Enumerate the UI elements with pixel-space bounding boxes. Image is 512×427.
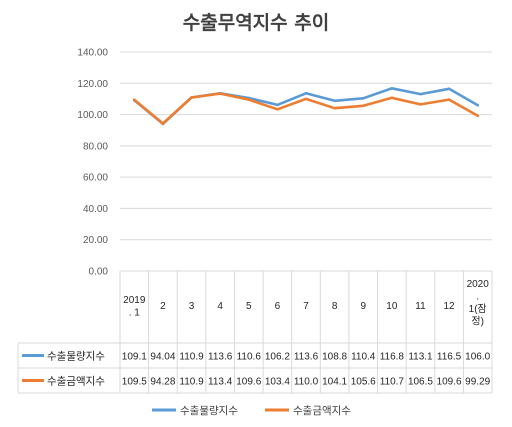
data-label: 106.5 [408, 377, 433, 388]
y-tick-label: 0.00 [89, 267, 109, 278]
x-tick-label: 10 [386, 301, 398, 312]
x-tick-label: 3 [189, 301, 195, 312]
x-tick-label: 8 [332, 301, 338, 312]
x-tick-label-line: . [476, 292, 479, 303]
x-tick-label-line: 6 [275, 301, 281, 312]
data-label: 106.2 [265, 352, 290, 363]
x-tick-label-line: 정) [471, 316, 484, 328]
data-label: 109.5 [122, 377, 147, 388]
y-tick-label: 40.00 [83, 204, 108, 215]
data-point [333, 99, 336, 103]
legend-entry-2: 수출금액지수 [293, 405, 351, 417]
data-point [419, 92, 422, 96]
y-tick-label: 20.00 [83, 235, 108, 246]
data-label: 108.8 [322, 352, 347, 363]
data-label: 99.29 [465, 377, 490, 388]
x-tick-label: 12 [444, 301, 456, 312]
data-label: 113.4 [208, 377, 233, 388]
x-tick-label-line: 5 [246, 301, 252, 312]
data-label: 113.6 [294, 352, 319, 363]
data-point [476, 103, 479, 107]
data-point [276, 103, 279, 107]
x-tick-label-line: 9 [360, 301, 366, 312]
data-label: 94.28 [150, 377, 175, 388]
data-point [447, 87, 451, 91]
x-tick-label-line: 11 [415, 301, 426, 312]
data-label: 109.6 [437, 377, 462, 388]
data-point [190, 96, 193, 99]
x-tick-label-line: 1(잠 [469, 303, 487, 315]
data-label: 94.04 [150, 352, 175, 363]
y-tick-label: 80.00 [83, 141, 108, 152]
data-point [333, 106, 336, 110]
data-label: 116.5 [437, 352, 462, 363]
data-label: 113.1 [408, 352, 433, 363]
data-point [276, 107, 279, 111]
x-tick-label-line: 2019 [123, 295, 146, 306]
x-tick-label-line: 12 [444, 301, 456, 312]
data-label: 110.0 [294, 377, 319, 388]
x-tick-label-line: 2020 [467, 279, 490, 290]
grid-layer: 0.00 20.00 40.00 60.00 80.00 100.00 120.00 140.… [77, 48, 492, 278]
data-point [133, 98, 136, 102]
data-point [304, 91, 308, 95]
x-tick-label: 4 [217, 301, 223, 312]
data-label: 106.0 [465, 352, 490, 363]
x-tick-label-line: 4 [217, 301, 223, 312]
y-tick-label: 140.00 [77, 48, 108, 59]
data-table: 2019 . 1 2 3 4 5 6 7 8 9 10 11 12 2020. 1(잠 정) 수출물량지수 109… [17, 271, 493, 394]
data-point [361, 104, 365, 108]
x-tick-label: 2 [160, 301, 166, 312]
x-tick-label: 2020. 1(잠 정) [467, 279, 490, 328]
series-layer [133, 86, 480, 126]
x-tick-label: 9 [360, 301, 366, 312]
data-label: 105.6 [351, 377, 376, 388]
table-series-name: 수출물량지수 [47, 351, 105, 363]
x-tick-label-line: . 1 [129, 308, 141, 319]
data-label: 110.9 [179, 377, 204, 388]
data-label: 104.1 [322, 377, 347, 388]
data-label: 110.4 [351, 352, 376, 363]
y-tick-label: 120.00 [77, 79, 108, 90]
x-tick-label: 5 [246, 301, 252, 312]
data-label: 109.1 [122, 352, 147, 363]
data-point [447, 98, 451, 101]
x-tick-label-line: 8 [332, 301, 338, 312]
legend: 수출물량지수 수출금액지수 [152, 405, 351, 417]
data-label: 109.6 [236, 377, 261, 388]
legend-entry-1: 수출물량지수 [180, 405, 238, 417]
x-tick-label: 6 [275, 301, 281, 312]
data-label: 113.6 [208, 352, 233, 363]
y-tick-label: 60.00 [83, 173, 108, 184]
data-label: 110.9 [179, 352, 204, 363]
data-point [218, 92, 222, 95]
x-tick-label-line: 10 [386, 301, 398, 312]
data-label: 103.4 [265, 377, 290, 388]
data-label: 110.7 [380, 377, 405, 388]
data-point [247, 98, 251, 101]
x-tick-label-line: 2 [160, 301, 166, 312]
y-tick-label: 100.00 [77, 110, 108, 121]
x-tick-label-line: 3 [189, 301, 195, 312]
chart-title: 수출무역지수 추이 [183, 12, 329, 34]
table-series-name: 수출금액지수 [47, 376, 105, 388]
data-label: 116.8 [380, 352, 405, 363]
x-tick-label: 7 [303, 301, 309, 312]
data-point [161, 122, 165, 125]
data-point [419, 103, 422, 106]
data-label: 110.6 [237, 352, 262, 363]
data-point [361, 97, 365, 100]
data-point [390, 86, 394, 90]
data-point [390, 96, 394, 100]
data-point [304, 97, 308, 101]
x-tick-label: 11 [415, 301, 426, 312]
data-point [476, 114, 479, 117]
x-tick-label-line: 7 [303, 301, 309, 312]
x-tick-label: 2019 . 1 [123, 295, 146, 319]
